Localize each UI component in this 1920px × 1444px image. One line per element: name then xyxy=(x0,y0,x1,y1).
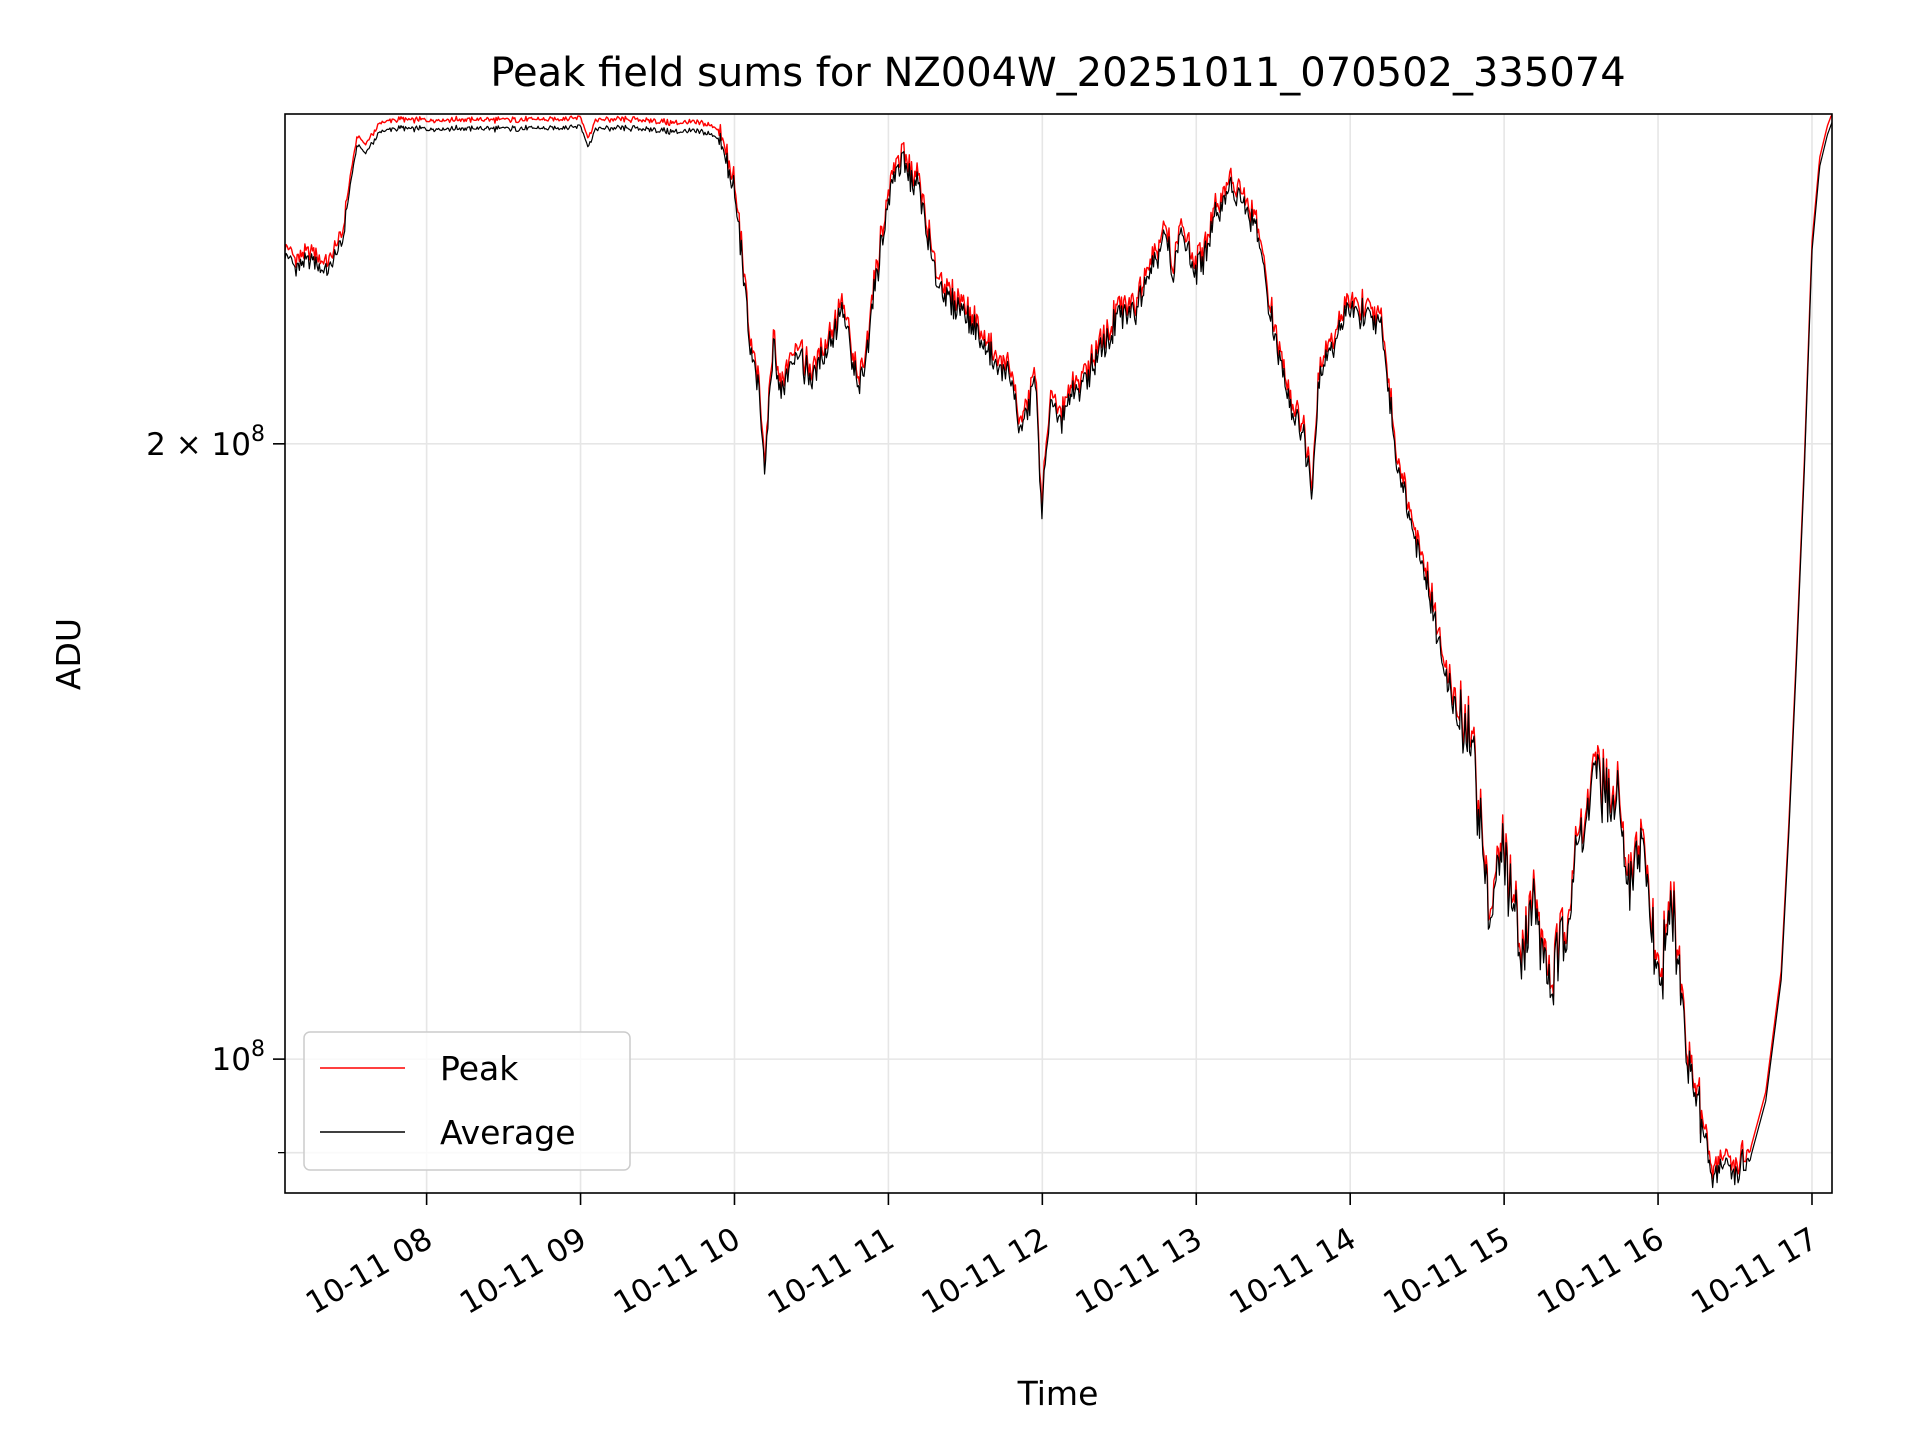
y-axis-label: ADU xyxy=(49,618,88,690)
legend-label-average: Average xyxy=(440,1113,576,1152)
plot-frame xyxy=(284,113,1833,1194)
y-tick-label: 108 xyxy=(212,1037,265,1078)
series-line-average xyxy=(284,122,1833,1189)
legend-box xyxy=(303,1031,631,1171)
x-axis-label: Time xyxy=(1017,1374,1099,1413)
y-tick-label: 2 × 108 xyxy=(146,422,265,463)
series-layer xyxy=(284,114,1833,1189)
legend: Peak Average xyxy=(303,1031,631,1171)
chart-title: Peak field sums for NZ004W_20251011_0705… xyxy=(490,50,1625,96)
legend-label-peak: Peak xyxy=(440,1049,519,1088)
